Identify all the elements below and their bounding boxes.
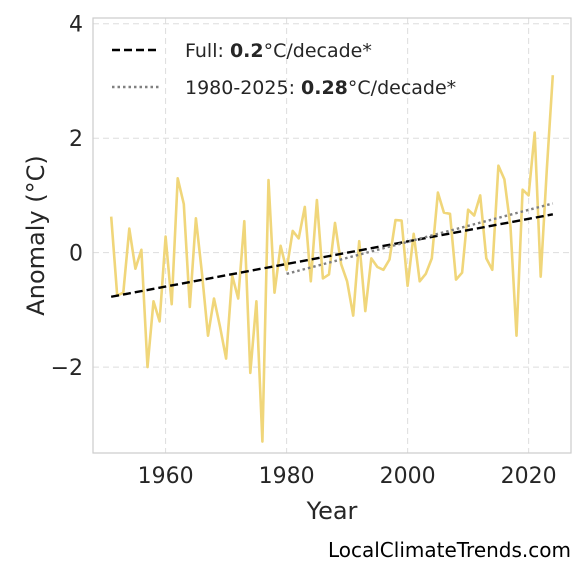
y-axis-label: Anomaly (°C) xyxy=(22,155,50,315)
tick-labels: 1960 1980 2000 2020 −2 0 2 4 xyxy=(51,13,557,489)
footer-credit: LocalClimateTrends.com xyxy=(327,538,571,562)
legend: Full: 0.2°C/decade* 1980-2025: 0.28°C/dec… xyxy=(112,40,456,99)
x-tick-label: 1980 xyxy=(259,464,315,489)
plot-area-frame xyxy=(92,17,572,454)
grid xyxy=(93,18,571,453)
full-trendline xyxy=(110,213,554,298)
trendline-layer xyxy=(110,202,554,298)
legend-entry: 1980-2025: 0.28°C/decade* xyxy=(185,77,456,99)
series-layer xyxy=(109,75,555,443)
anomaly-series-line xyxy=(109,75,555,443)
y-tick-label: 2 xyxy=(69,127,83,152)
x-tick-label: 2000 xyxy=(380,464,436,489)
x-tick-label: 2020 xyxy=(501,464,557,489)
x-tick-label: 1960 xyxy=(138,464,194,489)
x-axis-label: Year xyxy=(306,497,358,525)
recent-trendline xyxy=(286,202,554,276)
y-tick-label: 0 xyxy=(69,242,83,267)
y-tick-label: −2 xyxy=(51,356,83,381)
y-tick-label: 4 xyxy=(69,13,83,38)
legend-entry: Full: 0.2°C/decade* xyxy=(185,40,372,62)
